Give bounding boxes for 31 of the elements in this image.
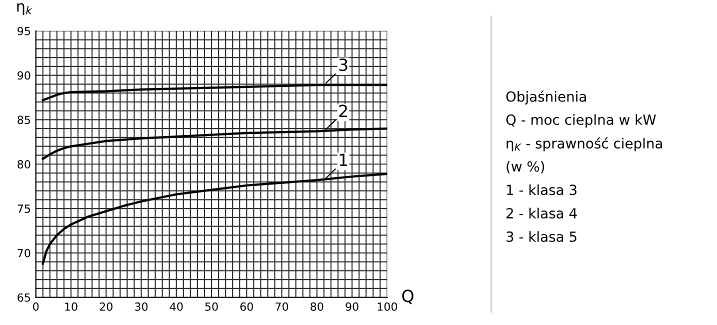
y-tick-label: 95 (18, 26, 30, 36)
text: η$_{K}$ - sprawność cieplna (506, 137, 662, 152)
series-label: 1 (340, 154, 348, 166)
x-tick-label: 100 (378, 302, 398, 311)
x-tick-label: 0 (33, 302, 39, 311)
series-label: 2 (339, 104, 347, 118)
text: 2 - klasa 4 (506, 208, 577, 219)
text: 1 - klasa 3 (507, 184, 576, 196)
x-tick-label: 30 (135, 302, 148, 311)
y-tick-label: 80 (18, 160, 30, 169)
x-tick-label: 70 (276, 302, 288, 311)
x-axis-title: Q (402, 290, 414, 304)
x-tick-label: 40 (170, 302, 183, 311)
x-tick-label: 20 (100, 302, 112, 311)
x-tick-label: 80 (310, 302, 324, 311)
line-series (42, 172, 388, 265)
x-tick-label: 90 (346, 302, 358, 311)
y-axis-title: η$_{k}$ (17, 3, 32, 15)
y-tick-label: 65 (18, 293, 30, 302)
text: 3 - klasa 5 (506, 231, 576, 242)
text: Q - moc cieplna w kW (506, 114, 656, 128)
text: Objaśnienia (506, 90, 586, 104)
y-tick-label: 85 (18, 116, 30, 124)
x-tick-label: 60 (240, 302, 253, 311)
y-tick-label: 90 (18, 71, 30, 80)
y-tick-label: 75 (18, 204, 30, 213)
series-label: 3 (339, 58, 348, 72)
y-tick-label: 70 (18, 248, 30, 258)
x-tick-label: 50 (205, 302, 218, 311)
text: (w %) (506, 160, 544, 174)
x-tick-label: 10 (65, 302, 78, 311)
